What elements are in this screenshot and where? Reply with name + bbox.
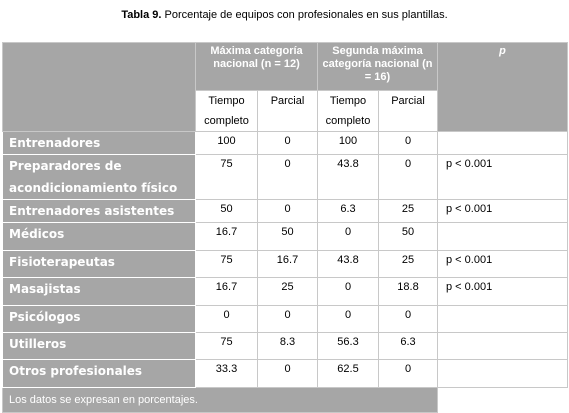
caption-label: Tabla 9.	[121, 9, 162, 21]
cell: 50	[195, 199, 258, 223]
cell: 16.7	[195, 277, 258, 306]
group-header: Máxima categoría nacional (n = 12)	[195, 42, 318, 91]
cell: 0	[378, 154, 438, 200]
p-cell: p < 0.001	[437, 277, 568, 306]
table-row: Masajistas 16.7 25 0 18.8 p < 0.001	[2, 277, 568, 306]
p-cell: p < 0.001	[437, 199, 568, 223]
cell: 62.5	[317, 359, 379, 388]
table-footer: Los datos se expresan en porcentajes.	[2, 387, 438, 413]
table-caption: Tabla 9. Porcentaje de equipos con profe…	[0, 9, 569, 21]
cell: 50	[378, 222, 438, 251]
row-label: Fisioterapeutas	[2, 250, 196, 278]
cell: 100	[195, 131, 258, 155]
cell: 75	[195, 250, 258, 278]
table-row: Psicólogos 0 0 0 0	[2, 305, 568, 333]
p-header: p	[437, 42, 568, 132]
p-cell	[437, 222, 568, 251]
row-label: Médicos	[2, 222, 196, 251]
table-row: Fisioterapeutas 75 16.7 43.8 25 p < 0.001	[2, 250, 568, 278]
cell: 0	[317, 222, 379, 251]
sub-header: Tiempo completo	[195, 90, 258, 132]
table-row: Preparadores de acondicionamiento físico…	[2, 154, 568, 200]
cell: 0	[257, 131, 318, 155]
cell: 0	[257, 305, 318, 333]
cell: 0	[257, 154, 318, 200]
data-table: Máxima categoría nacional (n = 12) Segun…	[2, 42, 568, 413]
sub-header: Parcial	[378, 90, 438, 132]
cell: 0	[257, 199, 318, 223]
cell: 43.8	[317, 250, 379, 278]
caption-text: Porcentaje de equipos con profesionales …	[164, 9, 448, 21]
cell: 16.7	[195, 222, 258, 251]
cell: 43.8	[317, 154, 379, 200]
row-label: Masajistas	[2, 277, 196, 306]
cell: 25	[378, 250, 438, 278]
p-cell	[437, 131, 568, 155]
row-label: Entrenadores asistentes	[2, 199, 196, 223]
cell: 75	[195, 332, 258, 360]
p-cell	[437, 332, 568, 360]
row-label: Otros profesionales	[2, 359, 196, 388]
p-cell	[437, 305, 568, 333]
sub-header: Tiempo completo	[317, 90, 379, 132]
cell: 18.8	[378, 277, 438, 306]
cell: 0	[378, 359, 438, 388]
cell: 33.3	[195, 359, 258, 388]
cell: 0	[317, 305, 379, 333]
row-label: Utilleros	[2, 332, 196, 360]
cell: 50	[257, 222, 318, 251]
row-label: Preparadores de acondicionamiento físico	[2, 154, 196, 200]
cell: 0	[378, 131, 438, 155]
cell: 0	[317, 277, 379, 306]
table-row: Utilleros 75 8.3 56.3 6.3	[2, 332, 568, 360]
table-row: Entrenadores asistentes 50 0 6.3 25 p < 0.001	[2, 199, 568, 223]
p-cell	[437, 359, 568, 388]
cell: 0	[257, 359, 318, 388]
cell: 25	[257, 277, 318, 306]
cell: 0	[378, 305, 438, 333]
corner-cell	[2, 42, 196, 132]
footer-row: Los datos se expresan en porcentajes.	[2, 387, 568, 413]
cell: 6.3	[317, 199, 379, 223]
cell: 8.3	[257, 332, 318, 360]
p-cell: p < 0.001	[437, 154, 568, 200]
row-label: Entrenadores	[2, 131, 196, 155]
group-header: Segunda máxima categoría nacional (n = 1…	[317, 42, 438, 91]
cell: 16.7	[257, 250, 318, 278]
table-row: Entrenadores 100 0 100 0	[2, 131, 568, 155]
cell: 6.3	[378, 332, 438, 360]
cell: 25	[378, 199, 438, 223]
sub-header: Parcial	[257, 90, 318, 132]
cell: 56.3	[317, 332, 379, 360]
table-row: Otros profesionales 33.3 0 62.5 0	[2, 359, 568, 388]
p-cell: p < 0.001	[437, 250, 568, 278]
cell: 0	[195, 305, 258, 333]
table-row: Médicos 16.7 50 0 50	[2, 222, 568, 251]
cell: 100	[317, 131, 379, 155]
row-label: Psicólogos	[2, 305, 196, 333]
cell: 75	[195, 154, 258, 200]
